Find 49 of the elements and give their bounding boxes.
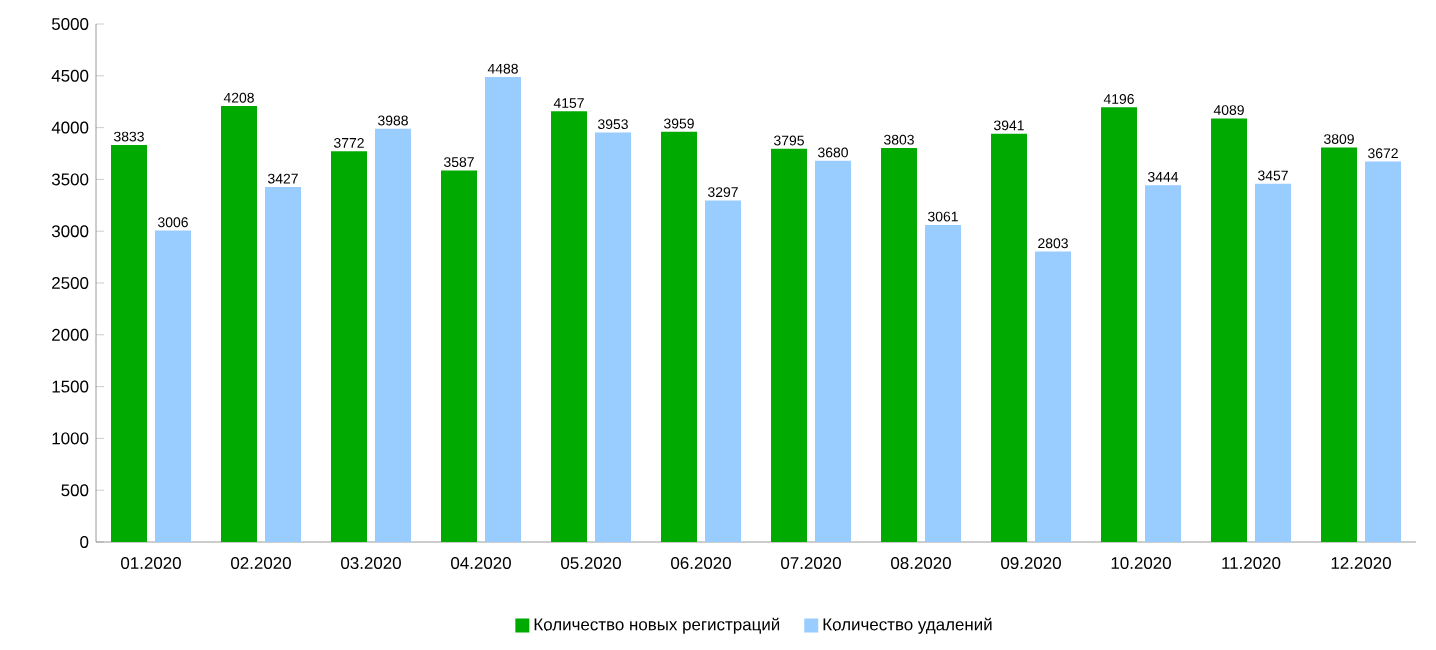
x-tick-label: 05.2020 xyxy=(561,557,621,570)
bar xyxy=(1035,251,1072,542)
bar xyxy=(221,106,257,542)
x-tick-label: 06.2020 xyxy=(671,557,731,570)
bar xyxy=(1365,161,1402,542)
bar xyxy=(595,132,632,542)
legend-label: Количество удалений xyxy=(823,617,992,634)
x-tick-label: 04.2020 xyxy=(451,557,511,570)
y-tick-label: 5000 xyxy=(51,18,89,30)
bar xyxy=(155,230,191,542)
bar xyxy=(1145,185,1182,542)
bar xyxy=(551,111,588,542)
y-tick-label: 1000 xyxy=(52,432,89,445)
legend-label: Количество новых регистраций xyxy=(534,617,780,634)
bar xyxy=(771,148,808,542)
x-tick-label: 08.2020 xyxy=(891,557,951,570)
bar xyxy=(331,151,367,542)
bar xyxy=(815,160,852,542)
bar xyxy=(485,77,522,542)
y-tick-label: 2000 xyxy=(52,328,89,341)
bar xyxy=(375,128,411,542)
bar xyxy=(991,133,1028,542)
x-tick-label: 02.2020 xyxy=(231,557,291,570)
x-tick-label: 12.2020 xyxy=(1331,557,1391,570)
x-tick-label: 07.2020 xyxy=(781,557,841,570)
bar xyxy=(661,131,698,542)
bar xyxy=(441,170,478,542)
bar xyxy=(265,186,301,542)
bar xyxy=(1101,107,1138,542)
y-tick-label: 0 xyxy=(80,536,89,548)
x-tick-label: 09.2020 xyxy=(1001,557,1061,570)
x-tick-label: 10.2020 xyxy=(1111,557,1171,570)
y-tick-label: 4000 xyxy=(51,121,89,134)
x-tick-label: 01.2020 xyxy=(121,557,181,570)
y-tick-label: 4500 xyxy=(51,69,89,82)
bar xyxy=(1255,183,1292,542)
x-tick-label: 03.2020 xyxy=(341,557,401,570)
y-tick-label: 1500 xyxy=(52,380,89,393)
bar xyxy=(705,200,742,542)
x-tick-label: 11.2020 xyxy=(1222,557,1281,570)
y-tick-label: 3500 xyxy=(51,173,89,186)
y-tick-label: 3000 xyxy=(51,225,89,238)
y-tick-label: 500 xyxy=(61,484,89,497)
bar xyxy=(881,148,918,542)
y-tick-label: 2500 xyxy=(52,277,89,289)
bar xyxy=(1211,118,1248,542)
bar xyxy=(925,224,962,542)
bar xyxy=(1321,147,1358,542)
bar xyxy=(111,144,147,542)
